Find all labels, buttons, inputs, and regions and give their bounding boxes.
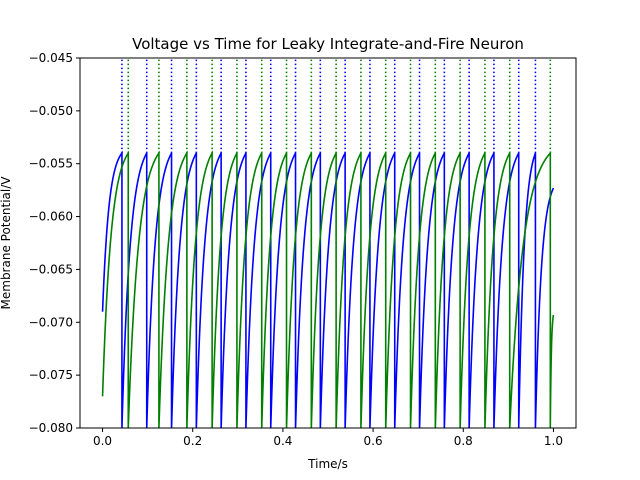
x-tick-label: 0.0: [93, 434, 112, 448]
y-tick-label: −0.065: [29, 262, 73, 276]
y-tick-label: −0.055: [29, 157, 73, 171]
y-tick-label: −0.080: [29, 421, 73, 435]
y-axis: −0.080 −0.075 −0.070 −0.065 −0.060 −0.055 −0.0…: [29, 51, 80, 435]
x-axis-label: Time/s: [307, 457, 348, 471]
series-2-line: [101, 150, 555, 428]
y-axis-label: Membrane Potential/V: [0, 176, 13, 310]
x-tick-label: 0.8: [454, 434, 473, 448]
y-tick-label: −0.050: [29, 104, 73, 118]
series-1-line: [101, 150, 555, 428]
x-axis: 0.0 0.2 0.4 0.6 0.8 1.0: [93, 428, 563, 448]
x-tick-label: 0.2: [183, 434, 202, 448]
plot-frame: [79, 57, 577, 429]
x-tick-label: 0.6: [364, 434, 383, 448]
plot-area: [101, 58, 555, 428]
x-tick-label: 0.4: [273, 434, 292, 448]
y-tick-label: −0.075: [29, 368, 73, 382]
y-tick-label: −0.060: [29, 210, 73, 224]
y-tick-label: −0.070: [29, 315, 73, 329]
y-tick-label: −0.045: [29, 51, 73, 65]
chart-title: Voltage vs Time for Leaky Integrate-and-…: [132, 35, 524, 53]
x-tick-label: 1.0: [544, 434, 563, 448]
